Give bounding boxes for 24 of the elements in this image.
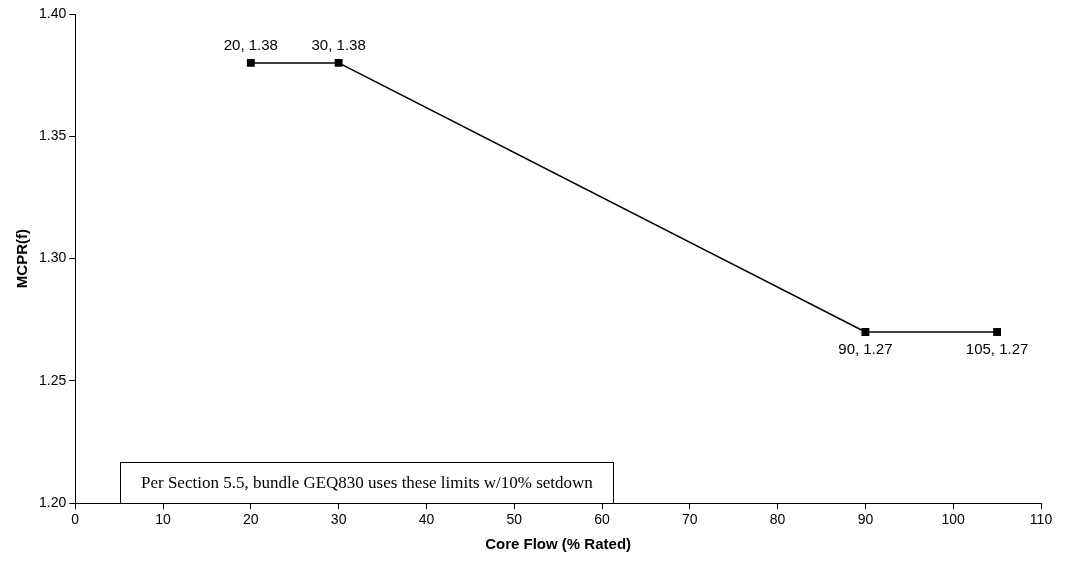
y-tick-label: 1.30 [39, 249, 67, 266]
y-tick-label: 1.20 [39, 494, 67, 511]
x-tick-label: 30 [330, 511, 347, 528]
x-tick-label: 0 [71, 511, 80, 528]
y-tick-label: 1.25 [39, 371, 67, 388]
x-tick-label: 20 [243, 511, 259, 528]
x-tick-label: 60 [594, 511, 611, 528]
x-tick-label: 110 [1029, 511, 1053, 528]
y-axis-title: MCPR(f) [13, 229, 31, 289]
x-tick-label: 50 [506, 511, 523, 528]
data-label: 105, 1.27 [965, 339, 1029, 357]
x-tick-label: 70 [682, 511, 698, 528]
data-label: 30, 1.38 [311, 35, 366, 53]
x-tick-label: 10 [155, 511, 172, 528]
y-tick-label: 1.40 [39, 4, 67, 21]
data-label: 90, 1.27 [838, 339, 893, 357]
x-tick-label: 40 [418, 511, 435, 528]
data-label: 20, 1.38 [223, 35, 278, 53]
x-tick-label: 80 [769, 511, 786, 528]
x-tick-label: 100 [941, 511, 966, 528]
x-axis-title: Core Flow (% Rated) [485, 535, 632, 553]
y-tick-label: 1.35 [39, 127, 67, 144]
x-tick-label: 90 [857, 511, 874, 528]
annotation: Per Section 5.5, bundle GEQ830 uses these limits w/10% setdown [141, 473, 593, 493]
